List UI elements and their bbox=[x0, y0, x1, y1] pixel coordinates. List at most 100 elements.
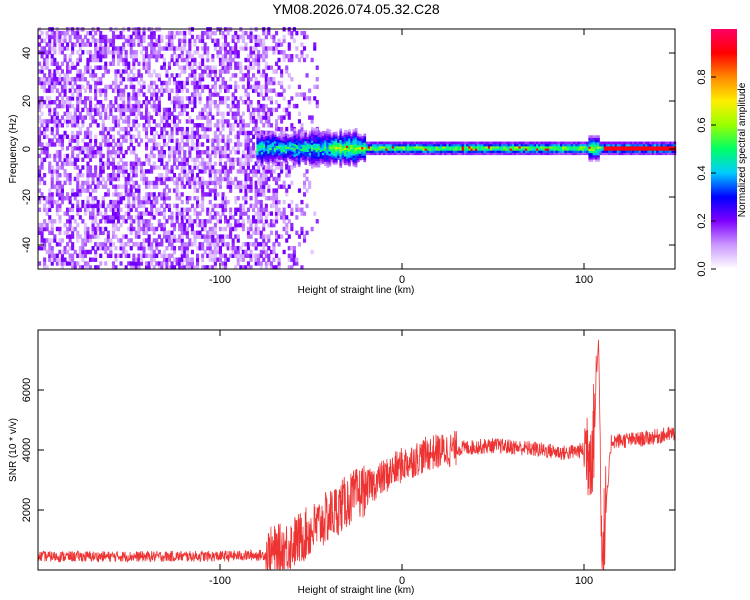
spectrogram-cell bbox=[263, 154, 266, 157]
spectrogram-cell bbox=[60, 142, 64, 147]
spectrogram-cell bbox=[45, 80, 49, 86]
spectrogram-cell bbox=[409, 145, 412, 149]
spectrogram-cell bbox=[78, 265, 82, 270]
spectrogram-cell bbox=[216, 246, 220, 251]
spectrogram-cell bbox=[300, 154, 303, 158]
spectrogram-cell bbox=[218, 180, 222, 186]
spectrogram-cell bbox=[165, 192, 169, 197]
spectrogram-cell bbox=[109, 134, 113, 139]
spectrogram-cell bbox=[273, 158, 277, 161]
spectrogram-cell bbox=[160, 54, 164, 59]
spectrogram-cell bbox=[330, 150, 334, 153]
spectrogram-cell bbox=[562, 150, 565, 153]
spectrogram-cell bbox=[188, 169, 192, 174]
spectrogram-cell bbox=[94, 173, 98, 178]
spectrogram-cell bbox=[269, 196, 273, 201]
spectrogram-cell bbox=[48, 169, 52, 174]
spectrogram-cell bbox=[501, 141, 504, 145]
spectrogram-cell bbox=[122, 169, 126, 174]
spectrogram-cell bbox=[259, 84, 263, 90]
spectrogram-cell bbox=[246, 153, 250, 159]
spectrogram-cell bbox=[272, 80, 276, 86]
spectrogram-cell bbox=[137, 38, 141, 43]
spectrogram-cell bbox=[208, 123, 212, 128]
spectrogram-cell bbox=[106, 238, 110, 243]
spectrogram-cell bbox=[330, 156, 334, 160]
spectrogram-cell bbox=[590, 156, 594, 160]
spectrogram-cell bbox=[249, 265, 253, 270]
spectrogram-cell bbox=[226, 146, 230, 151]
spectrogram-cell bbox=[48, 84, 52, 90]
spectrogram-cell bbox=[104, 138, 108, 143]
spectrogram-cell bbox=[241, 126, 245, 132]
spectrogram-cell bbox=[150, 199, 154, 205]
spectrogram-cell bbox=[193, 230, 197, 235]
spectrogram-cell bbox=[155, 199, 159, 205]
spectrogram-cell bbox=[152, 134, 156, 139]
spectrogram-cell bbox=[306, 140, 310, 144]
spectrogram-cell bbox=[236, 246, 240, 251]
spectrogram-cell bbox=[114, 207, 118, 212]
spectrogram-cell bbox=[433, 152, 436, 156]
spectrogram-cell bbox=[150, 54, 154, 59]
spectrogram-cell bbox=[267, 155, 270, 158]
spectrogram-cell bbox=[53, 73, 57, 78]
spectrogram-cell bbox=[175, 203, 179, 209]
spectrogram-cell bbox=[339, 137, 343, 140]
spectrogram-cell bbox=[621, 141, 624, 145]
spectrogram-cell bbox=[63, 73, 67, 78]
spectrogram-cell bbox=[300, 146, 303, 149]
spectrogram-cell bbox=[78, 169, 82, 174]
spectrogram-cell bbox=[341, 141, 345, 145]
spectrogram-cell bbox=[267, 261, 271, 266]
spectrogram-cell bbox=[183, 46, 187, 51]
spectrogram-cell bbox=[588, 156, 592, 160]
spectrogram-cell bbox=[213, 242, 217, 247]
spectrogram-cell bbox=[117, 176, 121, 182]
spectrogram-cell bbox=[152, 265, 156, 270]
spectrogram-cell bbox=[501, 150, 504, 153]
spectrogram-cell bbox=[170, 215, 174, 220]
spectrogram-cell bbox=[86, 165, 90, 170]
spectrogram-cell bbox=[229, 207, 233, 212]
spectrogram-cell bbox=[262, 222, 266, 228]
spectrogram-cell bbox=[422, 148, 426, 151]
spectrogram-cell bbox=[196, 261, 200, 266]
spectrogram-cell bbox=[224, 96, 228, 101]
spectrogram-cell bbox=[407, 152, 410, 156]
spectrogram-cell bbox=[280, 80, 284, 86]
spectrogram-cell bbox=[203, 234, 207, 239]
spectrogram-cell bbox=[629, 152, 633, 156]
spectrogram-cell bbox=[435, 152, 439, 156]
spectrogram-cell bbox=[398, 148, 402, 151]
spectrogram-cell bbox=[106, 38, 110, 43]
spectrogram-cell bbox=[527, 143, 530, 147]
spectrogram-cell bbox=[43, 246, 47, 251]
spectrogram-cell bbox=[297, 234, 301, 239]
spectrogram-cell bbox=[224, 207, 228, 212]
spectrogram-cell bbox=[348, 129, 351, 132]
spectrogram-cell bbox=[127, 192, 131, 197]
spectrogram-cell bbox=[165, 111, 169, 116]
spectrogram-cell bbox=[129, 50, 133, 55]
spectrogram-cell bbox=[101, 153, 105, 159]
spectrogram-cell bbox=[236, 100, 240, 105]
spectrogram-cell bbox=[89, 50, 93, 55]
spectrogram-cell bbox=[48, 199, 52, 205]
spectrogram-cell bbox=[290, 57, 294, 63]
spectrogram-cell bbox=[190, 242, 194, 247]
spectrogram-cell bbox=[40, 100, 44, 105]
spectrogram-cell bbox=[273, 147, 277, 150]
spectrogram-cell bbox=[507, 152, 511, 156]
spectrogram-cell bbox=[226, 65, 230, 70]
spectrogram-cell bbox=[332, 144, 336, 148]
spectrogram-cell bbox=[180, 130, 184, 136]
spectrogram-cell bbox=[282, 199, 286, 205]
spectrogram-cell bbox=[38, 153, 42, 159]
spectrogram-cell bbox=[190, 130, 194, 136]
spectrogram-cell bbox=[86, 238, 90, 243]
spectrogram-cell bbox=[48, 203, 52, 209]
spectrogram-cell bbox=[263, 138, 266, 142]
spectrogram-cell bbox=[175, 188, 179, 193]
spectrogram-cell bbox=[313, 156, 316, 159]
